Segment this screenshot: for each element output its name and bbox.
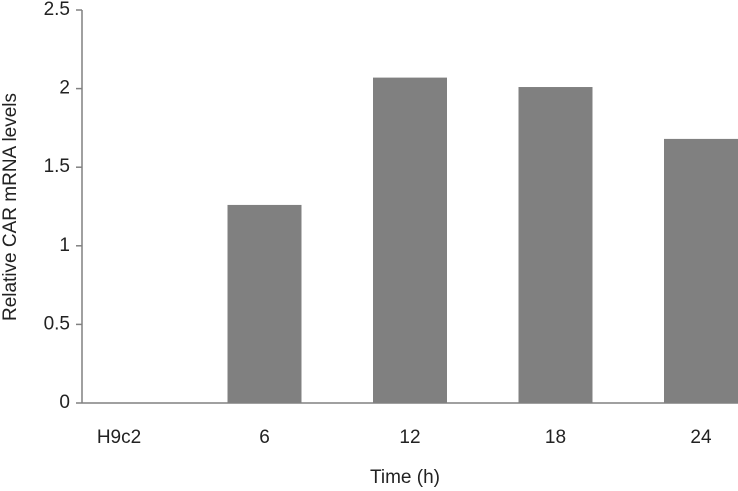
y-axis-title: Relative CAR mRNA levels — [0, 93, 21, 321]
y-tick-label: 0 — [59, 392, 70, 413]
x-tick-label: H9c2 — [97, 427, 141, 448]
bar — [664, 138, 738, 404]
x-tick-label: 24 — [690, 427, 712, 448]
x-tick-label: 6 — [259, 427, 270, 448]
x-tick-label: 12 — [399, 427, 420, 448]
bar — [518, 87, 593, 403]
bar — [227, 204, 302, 403]
bar — [373, 77, 447, 403]
y-tick-label: 1.5 — [44, 156, 70, 177]
x-axis-title: Time (h) — [370, 467, 440, 488]
y-tick-label: 2 — [59, 78, 70, 99]
y-tick-label: 0.5 — [44, 313, 70, 334]
x-tick-label: 18 — [545, 427, 566, 448]
y-tick-label: 1 — [59, 235, 70, 256]
y-tick-label: 2.5 — [44, 0, 70, 20]
